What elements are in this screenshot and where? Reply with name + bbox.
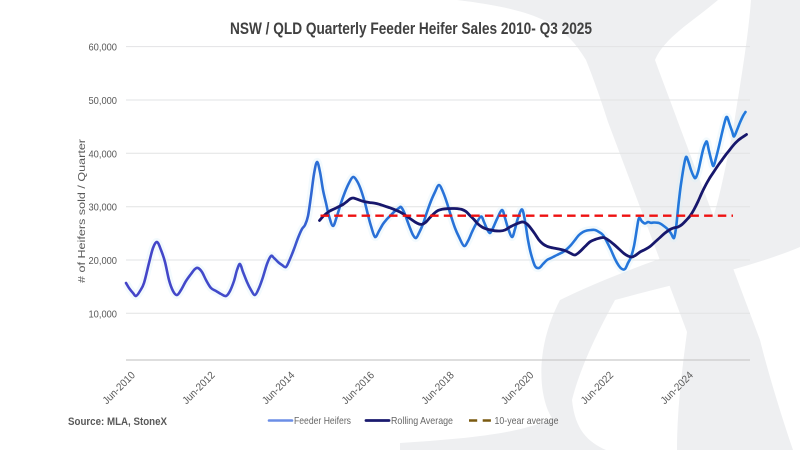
svg-text:Rolling Average: Rolling Average	[391, 415, 453, 427]
svg-text:# of Heifers sold / Quarter: # of Heifers sold / Quarter	[76, 138, 88, 283]
svg-text:NSW / QLD Quarterly Feeder Hei: NSW / QLD Quarterly Feeder Heifer Sales …	[230, 20, 592, 38]
svg-text:Source: MLA, StoneX: Source: MLA, StoneX	[68, 416, 168, 428]
svg-text:Feeder Heifers: Feeder Heifers	[294, 415, 351, 427]
svg-text:30,000: 30,000	[89, 202, 118, 214]
svg-text:20,000: 20,000	[89, 255, 118, 267]
svg-text:10,000: 10,000	[89, 308, 118, 320]
svg-text:50,000: 50,000	[89, 95, 118, 107]
svg-text:60,000: 60,000	[89, 42, 118, 54]
svg-text:40,000: 40,000	[89, 148, 118, 160]
svg-text:10-year average: 10-year average	[495, 415, 559, 427]
